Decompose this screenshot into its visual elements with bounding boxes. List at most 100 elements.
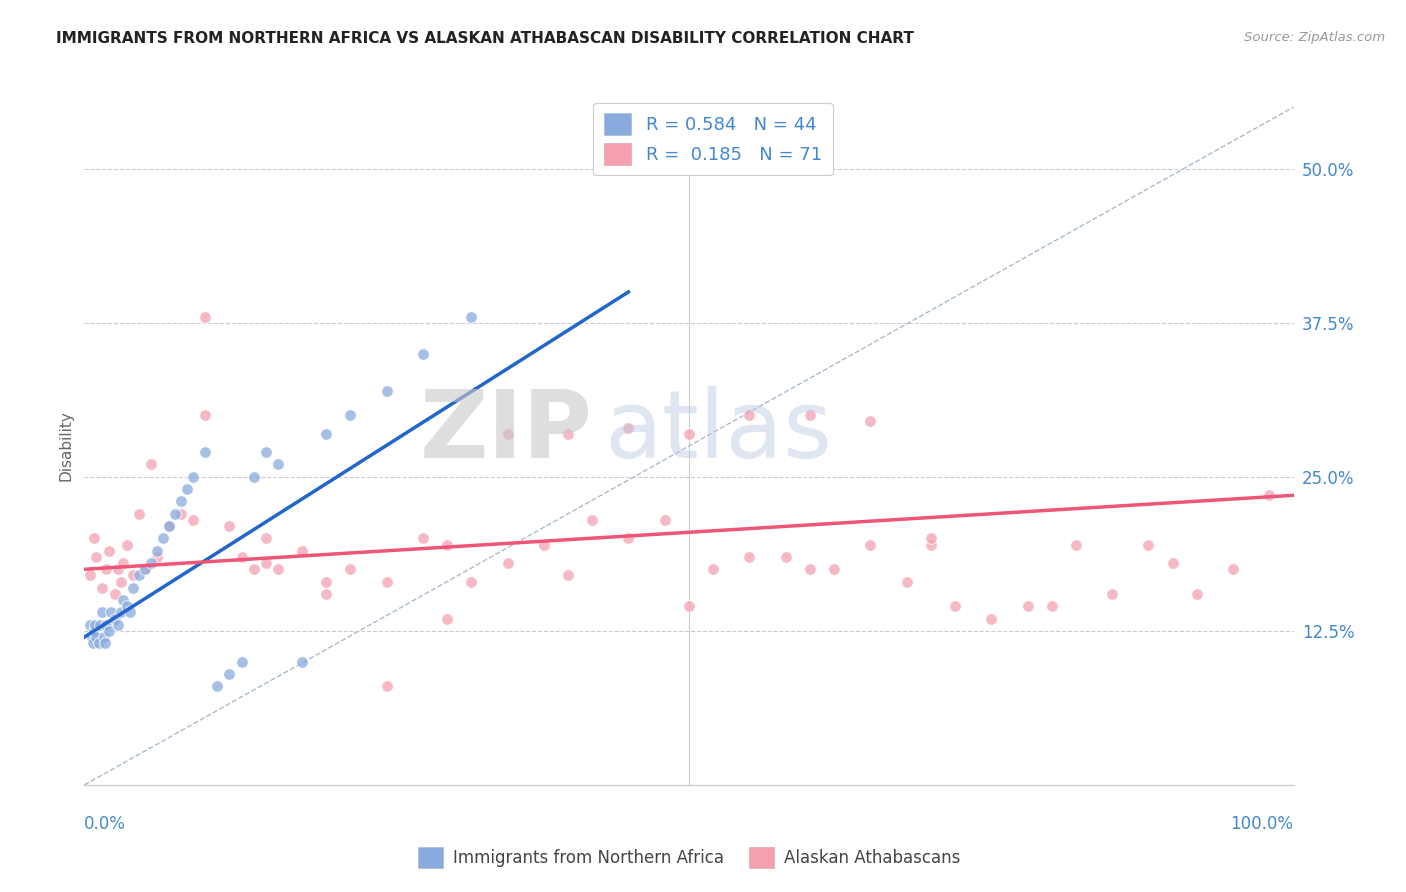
Point <box>375 679 398 693</box>
Point <box>93 630 115 644</box>
Point <box>254 445 277 459</box>
Point <box>83 624 105 638</box>
Point <box>738 408 761 422</box>
Point <box>412 346 434 360</box>
Point <box>581 513 603 527</box>
Point <box>82 636 104 650</box>
Point <box>194 445 217 459</box>
Point <box>557 568 579 582</box>
Point <box>254 532 277 546</box>
Point <box>920 532 942 546</box>
Point <box>170 507 193 521</box>
Point <box>194 408 217 422</box>
Point <box>231 655 253 669</box>
Point <box>943 599 966 614</box>
Point <box>128 507 150 521</box>
Point <box>87 636 110 650</box>
Point <box>859 414 882 428</box>
Point <box>139 458 162 472</box>
Point <box>86 549 108 564</box>
Point <box>1185 587 1208 601</box>
Point <box>181 513 204 527</box>
Point <box>654 513 676 527</box>
Point <box>79 568 101 582</box>
Point <box>91 606 114 620</box>
Point <box>617 532 640 546</box>
Point <box>97 624 120 638</box>
Point <box>617 420 640 434</box>
Text: atlas: atlas <box>605 386 832 478</box>
Point <box>176 482 198 496</box>
Point <box>83 532 105 546</box>
Point <box>823 562 845 576</box>
Point <box>1101 587 1123 601</box>
Point <box>799 562 821 576</box>
Point <box>920 538 942 552</box>
Point <box>267 562 290 576</box>
Point <box>218 667 240 681</box>
Point <box>146 549 169 564</box>
Point <box>775 549 797 564</box>
Point <box>181 470 204 484</box>
Point <box>157 519 180 533</box>
Point <box>557 426 579 441</box>
Point <box>110 606 132 620</box>
Point <box>121 568 143 582</box>
Point <box>134 562 156 576</box>
Point <box>152 532 174 546</box>
Point <box>165 507 187 521</box>
Point <box>94 636 117 650</box>
Point <box>107 562 129 576</box>
Point <box>218 519 240 533</box>
Point <box>84 617 107 632</box>
Point <box>112 593 135 607</box>
Point <box>94 562 117 576</box>
Point <box>896 574 918 589</box>
Point <box>291 655 314 669</box>
Y-axis label: Disability: Disability <box>58 410 73 482</box>
Point <box>80 630 103 644</box>
Point <box>1040 599 1063 614</box>
Point <box>375 574 398 589</box>
Point <box>157 519 180 533</box>
Point <box>254 556 277 570</box>
Point <box>1137 538 1160 552</box>
Legend: Immigrants from Northern Africa, Alaskan Athabascans: Immigrants from Northern Africa, Alaskan… <box>411 841 967 874</box>
Point <box>678 599 700 614</box>
Point <box>339 408 361 422</box>
Point <box>146 543 169 558</box>
Point <box>134 562 156 576</box>
Point <box>194 310 217 324</box>
Point <box>859 538 882 552</box>
Point <box>104 611 127 625</box>
Point <box>100 606 122 620</box>
Point <box>97 543 120 558</box>
Point <box>110 574 132 589</box>
Point <box>79 617 101 632</box>
Point <box>86 630 108 644</box>
Point <box>291 543 314 558</box>
Point <box>375 384 398 398</box>
Point <box>315 587 337 601</box>
Point <box>104 587 127 601</box>
Point <box>496 426 519 441</box>
Point <box>496 556 519 570</box>
Point <box>121 581 143 595</box>
Point <box>231 549 253 564</box>
Point <box>738 549 761 564</box>
Text: 100.0%: 100.0% <box>1230 815 1294 833</box>
Text: 0.0%: 0.0% <box>84 815 127 833</box>
Point <box>1064 538 1087 552</box>
Point <box>460 310 482 324</box>
Point <box>139 556 162 570</box>
Point <box>315 574 337 589</box>
Point <box>412 532 434 546</box>
Point <box>533 538 555 552</box>
Point <box>339 562 361 576</box>
Point <box>436 611 458 625</box>
Point <box>242 470 264 484</box>
Point <box>89 617 111 632</box>
Point <box>120 606 142 620</box>
Point <box>799 408 821 422</box>
Text: IMMIGRANTS FROM NORTHERN AFRICA VS ALASKAN ATHABASCAN DISABILITY CORRELATION CHA: IMMIGRANTS FROM NORTHERN AFRICA VS ALASK… <box>56 31 914 46</box>
